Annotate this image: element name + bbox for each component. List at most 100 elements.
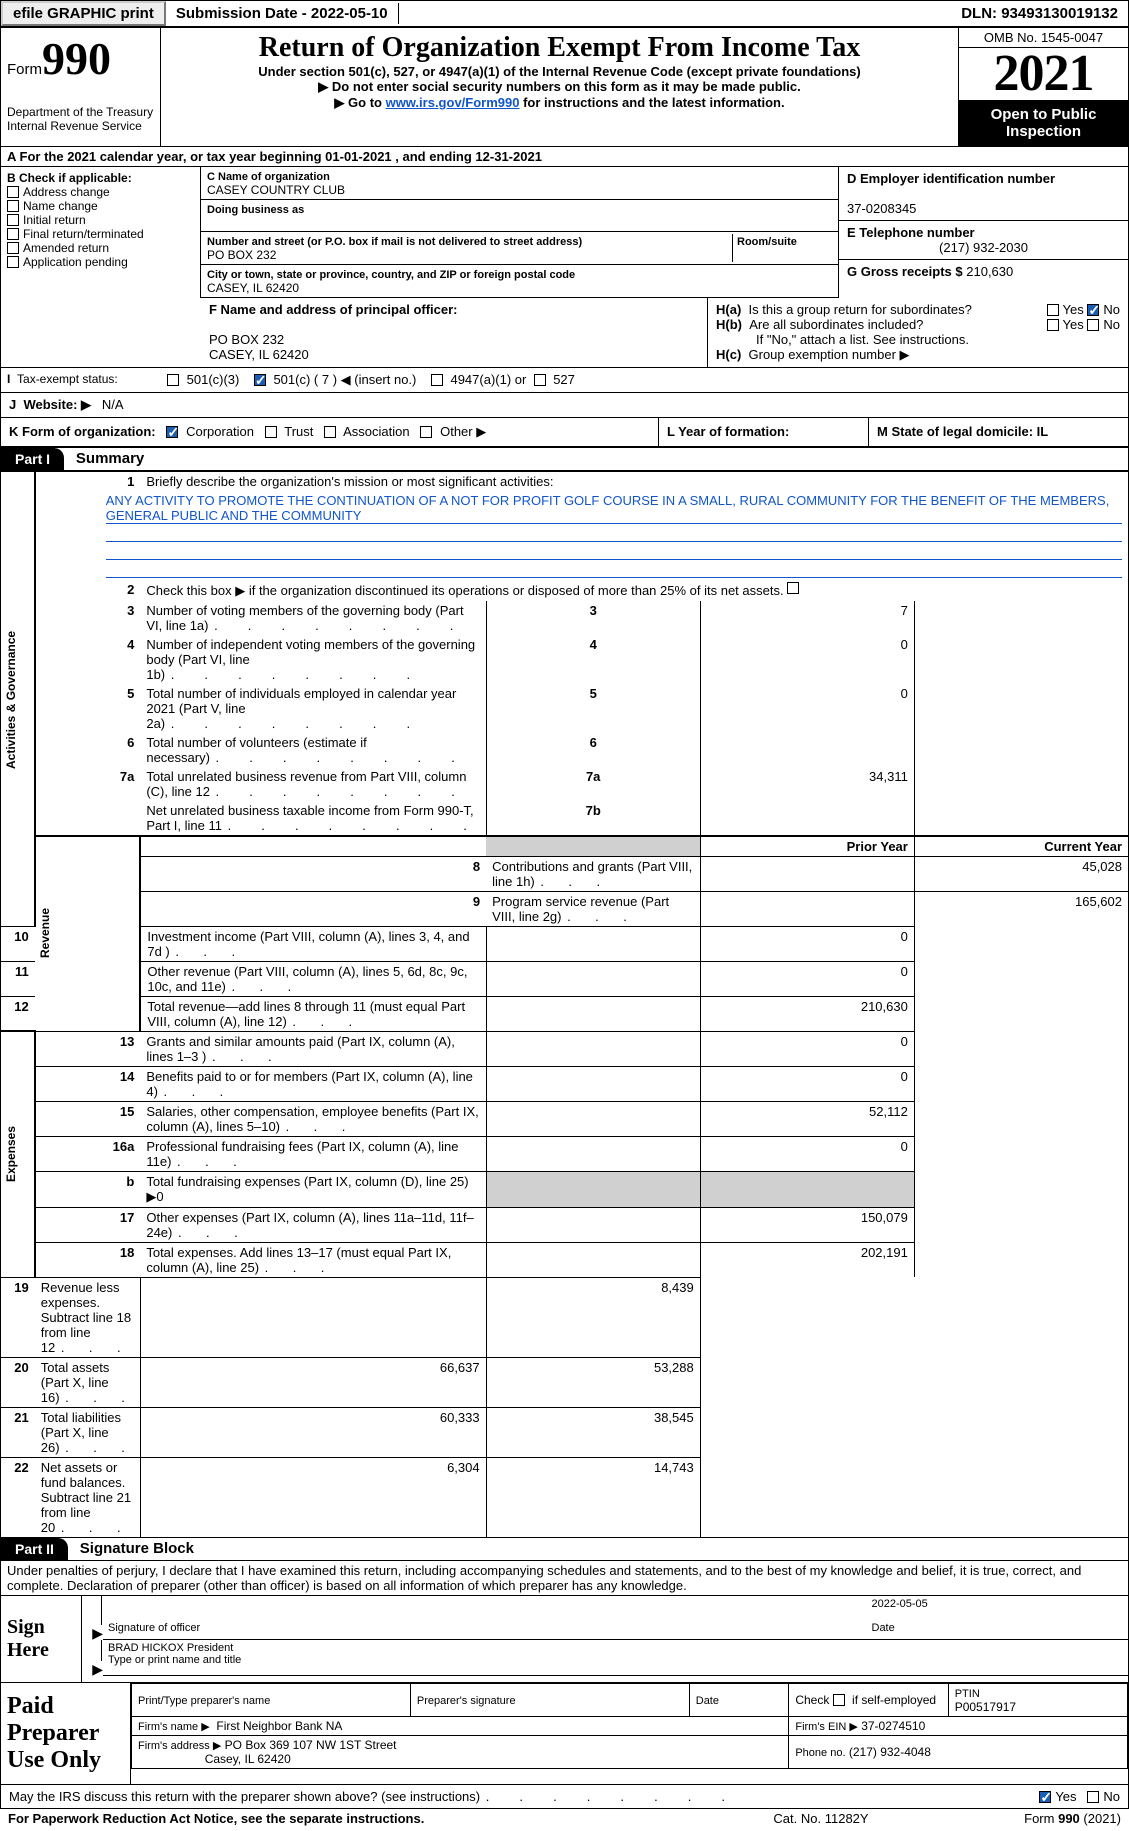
chk-corp[interactable] — [166, 426, 178, 438]
col-prior: Prior Year — [700, 836, 914, 857]
line-k: K Form of organization: Corporation Trus… — [0, 418, 1129, 447]
discuss-no[interactable] — [1087, 1791, 1099, 1803]
sig-officer-label: Signature of officer — [108, 1622, 200, 1634]
paperwork-notice: For Paperwork Reduction Act Notice, see … — [8, 1811, 721, 1826]
line-b-prior — [486, 1171, 700, 1207]
chk-amended[interactable] — [7, 242, 19, 254]
chk-initial-return[interactable] — [7, 214, 19, 226]
ha-no[interactable] — [1087, 304, 1099, 316]
line-19-prior — [140, 1277, 486, 1357]
hb-yes[interactable] — [1047, 319, 1059, 331]
chk-527[interactable] — [534, 374, 546, 386]
chk-name-change[interactable] — [7, 200, 19, 212]
line-12-prior — [486, 997, 700, 1032]
firm-addr-label: Firm's address ▶ — [138, 1740, 221, 1752]
city-state-zip: CASEY, IL 62420 — [207, 281, 299, 295]
section-bcdeg: B Check if applicable: Address change Na… — [0, 167, 1129, 298]
city-label: City or town, state or province, country… — [207, 269, 575, 281]
line-3-desc: Number of voting members of the governin… — [140, 601, 486, 635]
line-8-current: 45,028 — [914, 857, 1128, 892]
subtitle-1: Under section 501(c), 527, or 4947(a)(1)… — [167, 64, 952, 79]
tax-exempt-status: I Tax-exempt status: 501(c)(3) 501(c) ( … — [0, 368, 1129, 393]
line-5-desc: Total number of individuals employed in … — [140, 684, 486, 733]
org-name: CASEY COUNTRY CLUB — [207, 183, 345, 197]
line-11-current: 0 — [700, 962, 914, 997]
side-revenue: Revenue — [35, 836, 141, 1031]
line-6-desc: Total number of volunteers (estimate if … — [140, 733, 486, 767]
submission-date: Submission Date - 2022-05-10 — [166, 3, 399, 24]
chk-app-pending[interactable] — [7, 256, 19, 268]
line-11-desc: Other revenue (Part VIII, column (A), li… — [140, 962, 486, 997]
subtitle-2: Do not enter social security numbers on … — [167, 79, 952, 95]
hc-label: Group exemption number ▶ — [749, 347, 910, 362]
chk-discontinued[interactable] — [787, 582, 799, 594]
chk-501c[interactable] — [254, 374, 266, 386]
b-label: B Check if applicable: — [7, 171, 132, 185]
form-header: Form990 Department of the Treasury Inter… — [0, 27, 1129, 147]
ha-yes[interactable] — [1047, 304, 1059, 316]
declaration: Under penalties of perjury, I declare th… — [0, 1561, 1129, 1596]
phone: (217) 932-2030 — [847, 240, 1120, 255]
line-22-desc: Net assets or fund balances. Subtract li… — [35, 1457, 141, 1537]
chk-self-employed[interactable] — [833, 1694, 845, 1706]
line-7b-desc: Net unrelated business taxable income fr… — [140, 801, 486, 836]
part2-title: Signature Block — [72, 1540, 194, 1557]
line-20-desc: Total assets (Part X, line 16) — [35, 1357, 141, 1407]
line-13-prior — [486, 1031, 700, 1066]
line-21-current: 38,545 — [486, 1407, 700, 1457]
line-21-desc: Total liabilities (Part X, line 26) — [35, 1407, 141, 1457]
chk-trust[interactable] — [265, 426, 277, 438]
line-16a-desc: Professional fundraising fees (Part IX, … — [140, 1136, 486, 1171]
chk-other[interactable] — [420, 426, 432, 438]
discuss-yes[interactable] — [1039, 1791, 1051, 1803]
addr-label: Number and street (or P.O. box if mail i… — [207, 236, 582, 248]
line-9-prior — [700, 892, 914, 927]
officer-name: BRAD HICKOX President — [108, 1642, 233, 1654]
line-14-desc: Benefits paid to or for members (Part IX… — [140, 1066, 486, 1101]
prep-date-label: Date — [696, 1695, 719, 1707]
line-20-current: 53,288 — [486, 1357, 700, 1407]
line-11-prior — [486, 962, 700, 997]
topbar: efile GRAPHIC print Submission Date - 20… — [0, 0, 1129, 27]
prep-sig-label: Preparer's signature — [417, 1695, 516, 1707]
line-16a-current: 0 — [700, 1136, 914, 1171]
subtitle-3: Go to www.irs.gov/Form990 for instructio… — [167, 95, 952, 111]
line-14-prior — [486, 1066, 700, 1101]
discuss-row: May the IRS discuss this return with the… — [0, 1785, 1129, 1809]
line-16a-prior — [486, 1136, 700, 1171]
line-j-website: J Website: ▶ N/A — [0, 393, 1129, 418]
section-fh: F Name and address of principal officer:… — [0, 298, 1129, 368]
line-17-desc: Other expenses (Part IX, column (A), lin… — [140, 1207, 486, 1242]
chk-final-return[interactable] — [7, 228, 19, 240]
l-label: L Year of formation: — [667, 424, 789, 439]
line-b-desc: Total fundraising expenses (Part IX, col… — [140, 1171, 486, 1207]
check-self: Check if self-employed — [795, 1693, 936, 1707]
d-label: D Employer identification number — [847, 171, 1055, 186]
chk-4947[interactable] — [431, 374, 443, 386]
line-19-desc: Revenue less expenses. Subtract line 18 … — [35, 1277, 141, 1357]
chk-assoc[interactable] — [324, 426, 336, 438]
line-4-value: 0 — [700, 635, 914, 684]
ptin-label: PTIN — [955, 1688, 980, 1700]
tax-year: 2021 — [959, 48, 1128, 100]
line-b-current — [700, 1171, 914, 1207]
firm-addr2: Casey, IL 62420 — [205, 1752, 291, 1766]
paid-preparer-block: Paid Preparer Use Only Print/Type prepar… — [0, 1683, 1129, 1785]
line-7a-desc: Total unrelated business revenue from Pa… — [140, 767, 486, 801]
irs-link[interactable]: www.irs.gov/Form990 — [386, 95, 520, 110]
line-18-current: 202,191 — [700, 1242, 914, 1277]
form-foot: Form 990 (2021) — [921, 1811, 1121, 1826]
chk-501c3[interactable] — [167, 374, 179, 386]
dept-treasury: Department of the Treasury Internal Reve… — [7, 105, 154, 133]
hb-no[interactable] — [1087, 319, 1099, 331]
h-note: If "No," attach a list. See instructions… — [716, 332, 1120, 347]
part2-header: Part II — [1, 1538, 68, 1560]
dba-label: Doing business as — [207, 204, 304, 216]
chk-address-change[interactable] — [7, 186, 19, 198]
firm-phone-label: Phone no. — [795, 1747, 845, 1759]
ptin: P00517917 — [955, 1700, 1016, 1714]
line-17-current: 150,079 — [700, 1207, 914, 1242]
line-14-current: 0 — [700, 1066, 914, 1101]
line-18-desc: Total expenses. Add lines 13–17 (must eq… — [140, 1242, 486, 1277]
line-5-value: 0 — [700, 684, 914, 733]
